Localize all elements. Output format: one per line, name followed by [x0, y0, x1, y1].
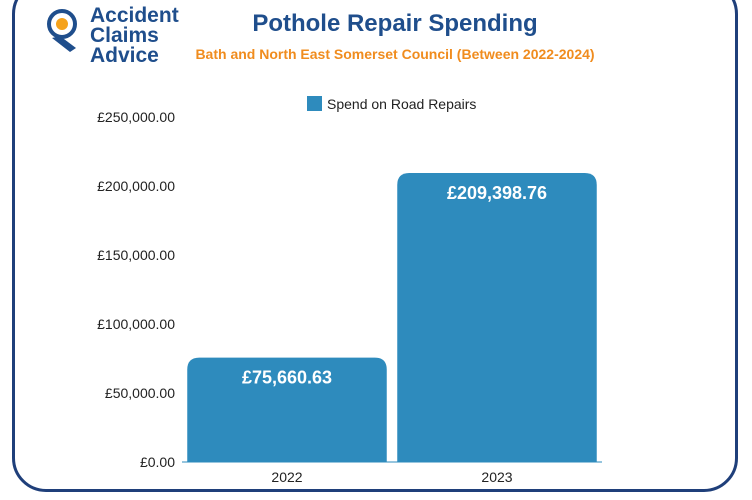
logo-text: Accident Claims Advice: [90, 4, 179, 67]
bar-2022: [187, 357, 387, 462]
bar-2023: [397, 173, 597, 462]
chart-frame: [12, 0, 738, 492]
data-label-2023: £209,398.76: [447, 183, 547, 203]
legend-swatch: [307, 96, 322, 111]
y-tick-label: £0.00: [140, 454, 175, 470]
y-tick-label: £150,000.00: [97, 247, 175, 263]
chart-subtitle: Bath and North East Somerset Council (Be…: [195, 46, 595, 62]
y-tick-label: £250,000.00: [97, 109, 175, 125]
y-tick-label: £200,000.00: [97, 178, 175, 194]
x-tick-label: 2022: [271, 469, 302, 485]
chart-title: Pothole Repair Spending: [252, 10, 538, 37]
logo-line-2: Claims: [90, 24, 159, 47]
logo-icon: [47, 9, 77, 52]
y-tick-label: £100,000.00: [97, 316, 175, 332]
y-tick-label: £50,000.00: [105, 385, 175, 401]
x-tick-label: 2023: [481, 469, 512, 485]
data-label-2022: £75,660.63: [242, 368, 332, 388]
logo-line-3: Advice: [90, 44, 159, 67]
logo: Accident Claims Advice: [46, 4, 196, 70]
logo-line-1: Accident: [90, 4, 179, 27]
legend-label: Spend on Road Repairs: [327, 96, 476, 112]
